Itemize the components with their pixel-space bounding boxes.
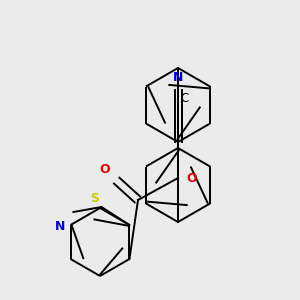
Text: S: S [90, 192, 99, 205]
Text: O: O [186, 172, 196, 184]
Text: N: N [55, 220, 66, 233]
Text: O: O [99, 163, 110, 176]
Text: C: C [180, 92, 188, 104]
Text: N: N [173, 71, 183, 84]
